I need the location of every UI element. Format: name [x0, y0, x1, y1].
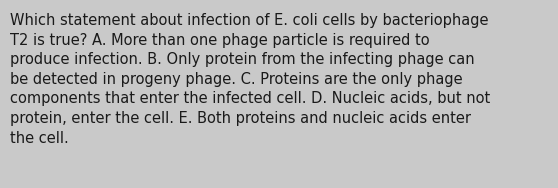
Text: Which statement about infection of E. coli cells by bacteriophage
T2 is true? A.: Which statement about infection of E. co… [10, 13, 490, 146]
